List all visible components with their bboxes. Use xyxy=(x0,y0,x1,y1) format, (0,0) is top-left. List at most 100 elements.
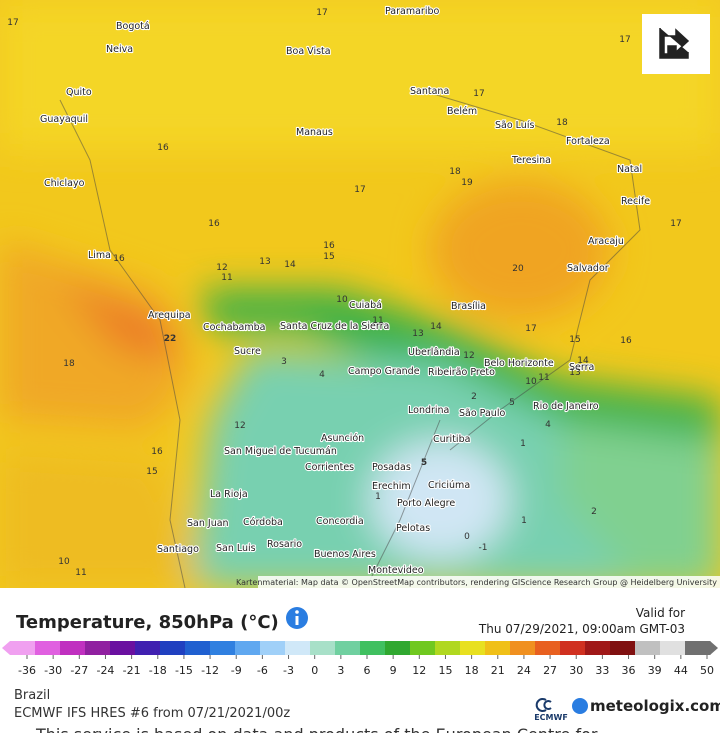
city-label: Uberlândia xyxy=(408,347,460,358)
map-value: 19 xyxy=(461,178,473,188)
map-value: 17 xyxy=(473,89,484,99)
legend-label: 27 xyxy=(543,664,557,677)
map-value: 5 xyxy=(421,458,427,468)
legend-label: -24 xyxy=(96,664,114,677)
city-label: Manaus xyxy=(296,127,333,138)
attribution-bg xyxy=(258,576,720,588)
legend-label: -18 xyxy=(149,664,167,677)
map-value: 10 xyxy=(336,295,348,305)
legend-label: 18 xyxy=(465,664,479,677)
colorbar-swatch xyxy=(460,641,486,655)
city-label: Belém xyxy=(447,106,477,117)
colorbar-swatch xyxy=(510,641,536,655)
legend-label: -30 xyxy=(44,664,62,677)
map-value: 2 xyxy=(471,392,477,402)
city-label: Teresina xyxy=(511,155,551,166)
legend-label: 12 xyxy=(412,664,426,677)
city-label: Rosario xyxy=(267,539,302,550)
city-label: Corrientes xyxy=(305,462,354,473)
city-label: Santiago xyxy=(157,544,199,555)
map-value: 16 xyxy=(620,336,632,346)
share-icon[interactable] xyxy=(659,28,690,59)
map-value: -1 xyxy=(479,543,488,553)
map-value: 11 xyxy=(221,273,232,283)
city-label: Posadas xyxy=(372,462,411,473)
city-label: Aracaju xyxy=(588,236,624,247)
colorbar-swatch xyxy=(260,641,286,655)
city-label: Buenos Aires xyxy=(314,549,376,560)
map-value: 12 xyxy=(463,351,474,361)
info-glyph[interactable] xyxy=(295,610,299,614)
map-value: 18 xyxy=(449,167,461,177)
colorbar-swatch xyxy=(560,641,586,655)
note: This service is based on data and produc… xyxy=(35,725,598,733)
city-label: Córdoba xyxy=(243,517,283,528)
legend-label: -15 xyxy=(175,664,193,677)
colorbar-swatch xyxy=(10,641,36,655)
map-value: 17 xyxy=(670,219,681,229)
map-value: 18 xyxy=(63,359,75,369)
colorbar-swatch xyxy=(60,641,86,655)
map-value: 13 xyxy=(412,329,423,339)
map-value: 11 xyxy=(538,373,549,383)
colorbar-swatch xyxy=(410,641,436,655)
colorbar-swatch xyxy=(660,641,686,655)
city-label: Bogotá xyxy=(116,21,150,32)
map-value: 14 xyxy=(284,260,296,270)
city-label: Cochabamba xyxy=(203,322,265,333)
map-value: 4 xyxy=(545,420,551,430)
legend-label: 44 xyxy=(674,664,688,677)
legend-label: 6 xyxy=(364,664,371,677)
colorbar-swatch xyxy=(310,641,336,655)
map-value: 16 xyxy=(151,447,163,457)
legend-label: 39 xyxy=(648,664,662,677)
legend-label: -36 xyxy=(18,664,36,677)
brand: meteologix.com xyxy=(590,697,720,715)
colorbar-swatch xyxy=(135,641,161,655)
map-value: 22 xyxy=(164,334,177,344)
info-glyph[interactable] xyxy=(295,616,299,625)
map-value: 15 xyxy=(146,467,157,477)
map-value: 1 xyxy=(375,492,381,502)
city-label: Curitiba xyxy=(433,434,470,445)
map-value: 14 xyxy=(430,322,442,332)
map-value: 1 xyxy=(521,516,527,526)
title: Temperature, 850hPa (°C) xyxy=(16,612,279,633)
temperature-field xyxy=(0,0,720,588)
city-label: La Rioja xyxy=(210,489,248,500)
colorbar-swatch xyxy=(535,641,561,655)
map-value: 13 xyxy=(569,368,580,378)
city-label: Concordia xyxy=(316,516,364,527)
map-value: 12 xyxy=(216,263,227,273)
city-label: Santana xyxy=(410,86,449,97)
legend-label: 50 xyxy=(700,664,714,677)
city-label: Chiclayo xyxy=(44,178,85,189)
city-label: São Paulo xyxy=(459,408,505,419)
colorbar-swatch xyxy=(160,641,186,655)
legend-label: 36 xyxy=(622,664,636,677)
colorbar-swatch xyxy=(685,641,711,655)
city-label: Recife xyxy=(621,196,650,207)
map-value: 15 xyxy=(569,335,580,345)
share-bg[interactable] xyxy=(642,14,710,74)
map-value: 11 xyxy=(372,316,383,326)
city-label: Londrina xyxy=(408,405,449,416)
colorbar-swatch xyxy=(110,641,136,655)
colorbar-swatch xyxy=(210,641,236,655)
map-value: 5 xyxy=(509,398,515,408)
share-button[interactable] xyxy=(642,14,710,74)
city-label: Serra xyxy=(569,362,594,373)
map-value: 16 xyxy=(208,219,220,229)
colorbar-swatch xyxy=(85,641,111,655)
map-value: 4 xyxy=(319,370,325,380)
legend-label: 0 xyxy=(311,664,318,677)
city-label: Santa Cruz de la Sierra xyxy=(280,321,389,332)
info-button[interactable] xyxy=(286,607,308,629)
map-value: 0 xyxy=(464,532,470,542)
city-label: Porto Alegre xyxy=(397,498,455,509)
city-label: Lima xyxy=(88,250,111,261)
colorbar-swatch xyxy=(610,641,636,655)
colorbar-swatch xyxy=(235,641,261,655)
colorbar-swatch xyxy=(585,641,611,655)
map-value: 15 xyxy=(323,252,334,262)
